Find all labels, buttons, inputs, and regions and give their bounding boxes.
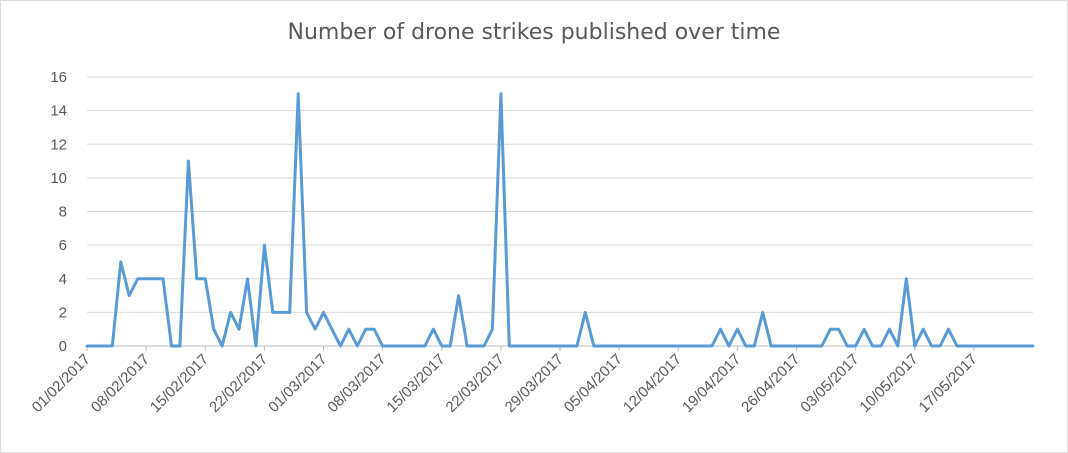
y-tick-label: 8 bbox=[59, 204, 67, 221]
x-tick-label: 29/03/2017 bbox=[502, 351, 567, 416]
x-tick-label: 19/04/2017 bbox=[679, 351, 744, 416]
x-tick-label: 01/02/2017 bbox=[29, 351, 94, 416]
x-tick-label: 01/03/2017 bbox=[265, 351, 330, 416]
x-tick-label: 22/03/2017 bbox=[443, 351, 508, 416]
x-tick-label: 08/02/2017 bbox=[88, 351, 153, 416]
y-tick-label: 2 bbox=[59, 304, 67, 321]
x-tick-label: 08/03/2017 bbox=[324, 351, 389, 416]
y-tick-label: 6 bbox=[59, 237, 67, 254]
gridlines bbox=[87, 76, 1033, 313]
x-tick-label: 10/05/2017 bbox=[856, 351, 921, 416]
x-tick-label: 12/04/2017 bbox=[620, 351, 685, 416]
y-tick-label: 10 bbox=[50, 170, 67, 187]
y-tick-label: 12 bbox=[50, 136, 67, 153]
series-group bbox=[85, 92, 1035, 348]
x-axis-tick-labels: 01/02/201708/02/201715/02/201722/02/2017… bbox=[29, 351, 981, 416]
x-tick-label: 22/02/2017 bbox=[206, 351, 271, 416]
y-tick-label: 4 bbox=[59, 271, 67, 288]
x-tick-label: 26/04/2017 bbox=[738, 351, 803, 416]
chart-title: Number of drone strikes published over t… bbox=[287, 20, 781, 45]
x-tick-label: 15/03/2017 bbox=[383, 351, 448, 416]
y-tick-label: 0 bbox=[59, 338, 67, 355]
y-tick-label: 16 bbox=[50, 69, 67, 86]
x-tick-label: 03/05/2017 bbox=[797, 351, 862, 416]
y-axis-tick-labels: 0 2 4 6 8 10 12 14 16 bbox=[50, 69, 67, 355]
y-tick-label: 14 bbox=[50, 103, 67, 120]
series-line bbox=[85, 92, 1035, 348]
x-tick-label: 05/04/2017 bbox=[561, 351, 626, 416]
x-tick-label: 17/05/2017 bbox=[916, 351, 981, 416]
x-tick-label: 15/02/2017 bbox=[147, 351, 212, 416]
